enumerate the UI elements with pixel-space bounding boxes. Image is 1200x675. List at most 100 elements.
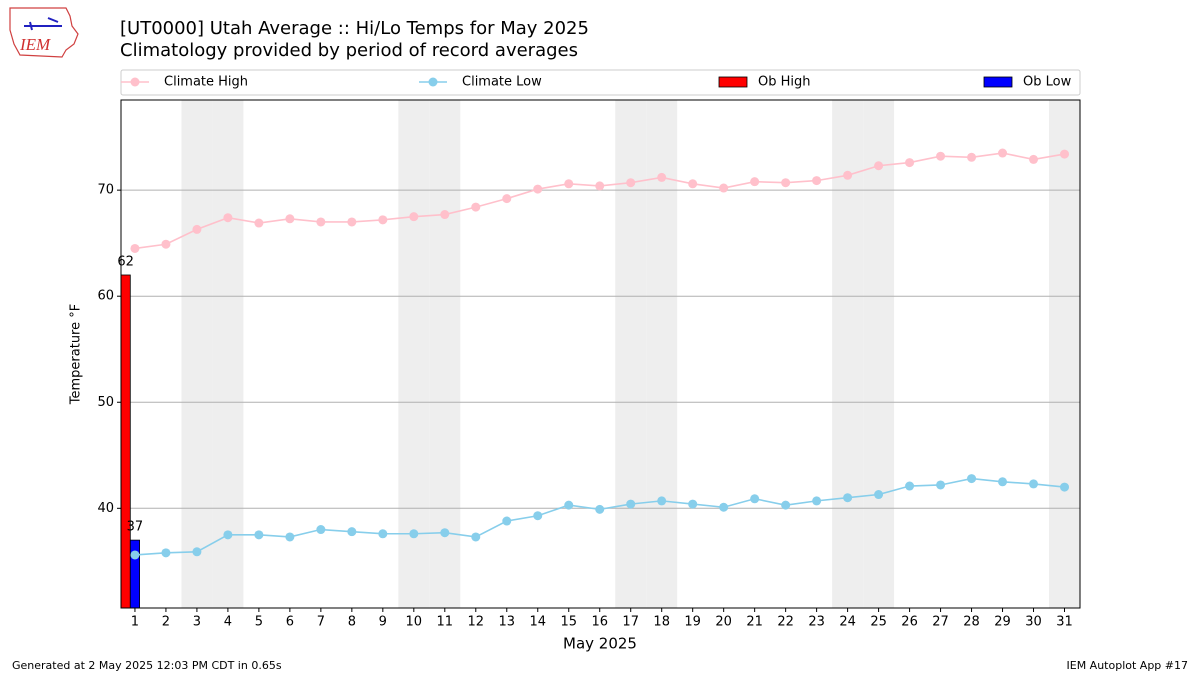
point xyxy=(223,530,233,540)
x-tick-label: 26 xyxy=(901,615,918,630)
x-tick-label: 16 xyxy=(591,615,608,630)
point xyxy=(688,499,698,509)
point xyxy=(750,177,760,187)
legend-label: Climate Low xyxy=(462,75,542,90)
point xyxy=(440,528,450,538)
legend-label: Ob Low xyxy=(1023,75,1072,90)
data-label: 37 xyxy=(127,520,144,535)
x-tick-label: 23 xyxy=(808,615,825,630)
point xyxy=(719,183,729,193)
line xyxy=(134,477,1065,556)
x-tick-label: 8 xyxy=(348,615,356,630)
point xyxy=(1029,154,1039,164)
point xyxy=(502,194,512,204)
x-tick-label: 27 xyxy=(932,615,949,630)
x-tick-label: 6 xyxy=(286,615,294,630)
x-tick-label: 7 xyxy=(317,615,325,630)
point xyxy=(223,213,233,223)
weekend-shade xyxy=(646,100,678,608)
line xyxy=(134,152,1065,250)
y-tick-label: 70 xyxy=(97,183,114,198)
point xyxy=(130,550,140,560)
x-tick-label: 29 xyxy=(994,615,1011,630)
legend-label: Ob High xyxy=(758,75,811,90)
point xyxy=(657,496,667,506)
point xyxy=(254,530,264,540)
point xyxy=(781,500,791,510)
x-tick-label: 28 xyxy=(963,615,980,630)
point xyxy=(998,148,1008,158)
weekend-shade xyxy=(863,100,895,608)
x-tick-label: 4 xyxy=(224,615,232,630)
x-tick-label: 2 xyxy=(162,615,170,630)
point xyxy=(1060,482,1070,492)
point xyxy=(812,176,822,186)
point xyxy=(378,529,388,539)
point xyxy=(471,532,481,542)
x-tick-label: 10 xyxy=(406,615,423,630)
x-tick-label: 17 xyxy=(622,615,639,630)
y-tick-label: 40 xyxy=(97,501,114,516)
point xyxy=(843,493,853,503)
point xyxy=(285,214,295,224)
point xyxy=(1029,479,1039,489)
y-tick-label: 60 xyxy=(97,289,114,304)
point xyxy=(688,179,698,189)
x-tick-label: 20 xyxy=(715,615,732,630)
point xyxy=(316,217,326,227)
x-tick-label: 1 xyxy=(131,615,139,630)
x-tick-label: 24 xyxy=(839,615,856,630)
x-tick-label: 11 xyxy=(437,615,454,630)
x-tick-label: 18 xyxy=(653,615,670,630)
chart-subtitle: Climatology provided by period of record… xyxy=(120,40,578,61)
point xyxy=(719,502,729,512)
weekend-shade xyxy=(615,100,647,608)
point xyxy=(254,218,264,228)
point xyxy=(192,547,202,557)
point xyxy=(626,178,636,188)
point xyxy=(657,172,667,182)
logo-lines xyxy=(24,17,62,31)
point xyxy=(967,474,977,484)
legend-marker xyxy=(428,77,438,87)
point xyxy=(130,243,140,253)
point xyxy=(378,215,388,225)
bar xyxy=(129,539,140,609)
logo-text: IEM xyxy=(19,35,51,54)
legend-swatch xyxy=(718,76,748,88)
point xyxy=(936,480,946,490)
point xyxy=(316,525,326,535)
weekend-shade xyxy=(832,100,864,608)
point xyxy=(409,212,419,222)
x-tick-label: 31 xyxy=(1056,615,1073,630)
point xyxy=(161,548,171,558)
weekend-shade xyxy=(212,100,244,608)
x-tick-label: 3 xyxy=(193,615,201,630)
x-tick-label: 30 xyxy=(1025,615,1042,630)
x-tick-label: 14 xyxy=(529,615,546,630)
x-tick-label: 12 xyxy=(468,615,485,630)
footer-right: IEM Autoplot App #17 xyxy=(1067,659,1189,672)
footer-left: Generated at 2 May 2025 12:03 PM CDT in … xyxy=(12,659,282,672)
point xyxy=(471,202,481,212)
legend-swatch xyxy=(983,76,1013,88)
x-tick-label: 21 xyxy=(746,615,763,630)
chart-title: [UT0000] Utah Average :: Hi/Lo Temps for… xyxy=(120,18,589,39)
x-tick-label: 5 xyxy=(255,615,263,630)
legend-box xyxy=(120,69,1081,96)
point xyxy=(285,532,295,542)
point xyxy=(595,504,605,514)
point xyxy=(874,161,884,171)
point xyxy=(967,152,977,162)
y-tick-label: 50 xyxy=(97,395,114,410)
weekend-shade xyxy=(429,100,461,608)
point xyxy=(192,224,202,234)
weekend-shade xyxy=(398,100,430,608)
weekend-shade xyxy=(1049,100,1080,608)
point xyxy=(750,494,760,504)
point xyxy=(874,490,884,500)
point xyxy=(626,499,636,509)
point xyxy=(905,481,915,491)
point xyxy=(1060,149,1070,159)
point xyxy=(812,496,822,506)
